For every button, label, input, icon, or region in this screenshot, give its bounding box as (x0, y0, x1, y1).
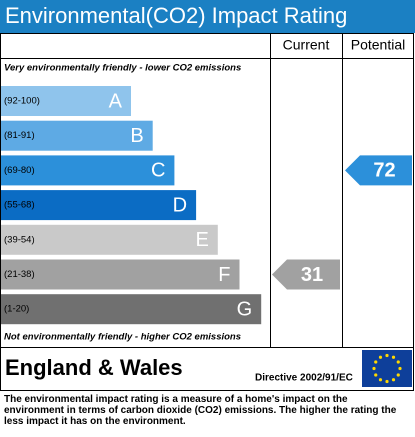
band-range: (69-80) (4, 165, 35, 176)
eu-star (385, 353, 389, 358)
eu-star (378, 355, 383, 359)
top-note: Very environmentally friendly - lower CO… (4, 63, 241, 74)
band-bar (1, 294, 262, 325)
band-letter: B (130, 125, 143, 147)
eu-star (396, 360, 400, 364)
band-letter: D (173, 194, 187, 216)
eu-stars (372, 353, 402, 384)
frame (0, 33, 414, 391)
potential-value: 72 (373, 160, 395, 182)
band-range: (39-54) (4, 234, 35, 245)
title: Environmental(CO2) Impact Rating (5, 3, 347, 28)
eu-star (398, 366, 402, 371)
bottom-note: Not environmentally friendly - higher CO… (4, 332, 241, 343)
band-range: (1-20) (4, 304, 29, 315)
band-range: (92-100) (4, 96, 40, 107)
band-letter: A (109, 90, 123, 112)
potential-header: Potential (351, 37, 405, 53)
footer: The environmental impact rating is a mea… (4, 394, 397, 427)
band-bar (1, 120, 153, 151)
eu-star (372, 366, 376, 371)
band-letter: C (151, 160, 165, 182)
band-range: (55-68) (4, 200, 35, 211)
region: England & Wales (5, 355, 183, 380)
eu-star (378, 378, 383, 382)
band-letter: E (195, 229, 208, 251)
eu-star (396, 373, 400, 377)
eu-star (391, 378, 396, 382)
eu-star (385, 379, 389, 384)
band-range: (81-91) (4, 130, 35, 141)
band-bar (1, 86, 131, 116)
band-letter: F (218, 264, 230, 286)
band-bar (1, 224, 218, 255)
band-range: (21-38) (4, 269, 35, 280)
band-letter: G (237, 298, 253, 320)
band-bar (1, 190, 197, 221)
directive: Directive 2002/91/EC (255, 373, 353, 384)
current-arrow (272, 259, 340, 290)
title-bar (0, 0, 415, 33)
current-value: 31 (301, 264, 323, 286)
eu-star (374, 373, 378, 377)
band-bar (1, 259, 240, 290)
potential-arrow (345, 155, 412, 186)
current-header: Current (283, 37, 330, 53)
eu-star (374, 360, 378, 364)
band-bar (1, 155, 175, 186)
eu-star (391, 355, 396, 359)
